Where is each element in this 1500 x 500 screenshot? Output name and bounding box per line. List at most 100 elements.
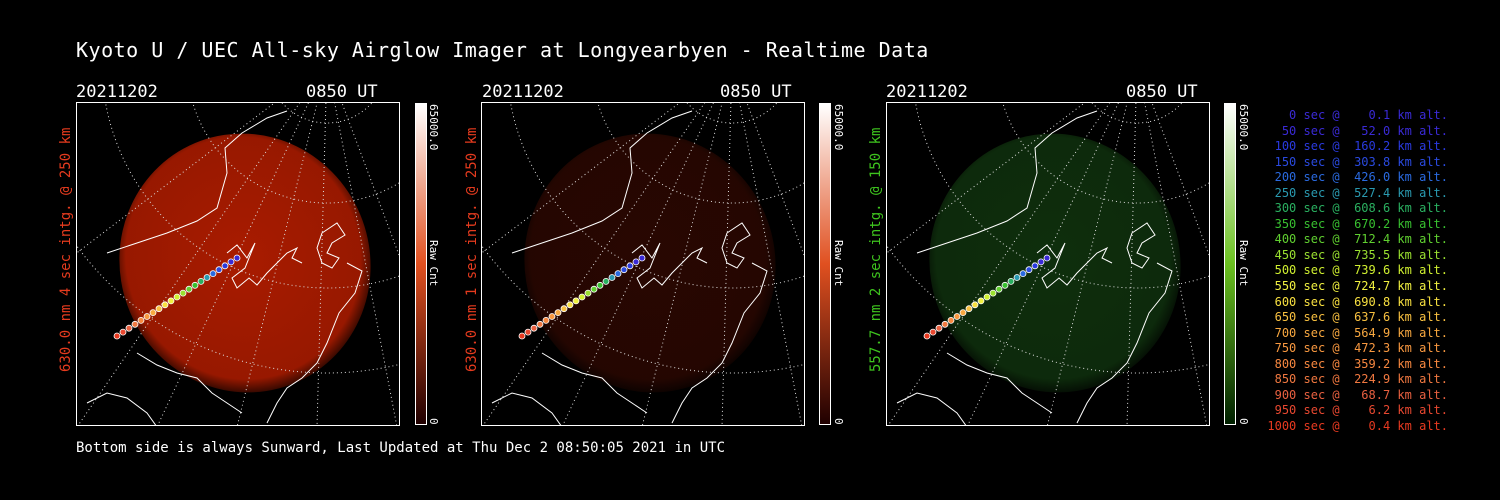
trajectory-point	[191, 281, 199, 289]
trajectory-point	[203, 274, 211, 281]
trajectory-point	[155, 305, 163, 313]
legend-row: 250 sec @ 527.4 km alt.	[1267, 185, 1448, 200]
legend-row: 200 sec @ 426.0 km alt.	[1267, 170, 1448, 185]
legend-row: 700 sec @ 564.9 km alt.	[1267, 325, 1448, 340]
trajectory-point	[197, 277, 205, 285]
trajectory-dots	[113, 254, 241, 340]
panel-time: 0850 UT	[1126, 82, 1198, 102]
panel-date: 20211202	[886, 82, 968, 102]
legend-row: 650 sec @ 637.6 km alt.	[1267, 310, 1448, 325]
trajectory-point	[167, 297, 175, 305]
trajectory-point	[233, 254, 241, 262]
sky-glow	[524, 133, 776, 393]
colorbar	[1224, 103, 1236, 425]
trajectory-point	[989, 289, 997, 297]
trajectory-point	[149, 309, 157, 317]
legend-row: 750 sec @ 472.3 km alt.	[1267, 341, 1448, 356]
trajectory-point	[131, 320, 139, 328]
trajectory-point	[143, 313, 151, 320]
trajectory-point	[608, 274, 616, 281]
trajectory-point	[560, 305, 568, 313]
trajectory-point	[161, 301, 169, 309]
legend-row: 950 sec @ 6.2 km alt.	[1267, 403, 1448, 418]
coastline	[86, 110, 363, 425]
trajectory-point	[179, 289, 187, 297]
trajectory-point	[173, 293, 181, 301]
panel-date: 20211202	[482, 82, 564, 102]
trajectory-point	[959, 309, 967, 317]
trajectory-point	[572, 297, 580, 305]
trajectory-point	[125, 324, 133, 332]
legend-row: 150 sec @ 303.8 km alt.	[1267, 154, 1448, 169]
legend-row: 850 sec @ 224.9 km alt.	[1267, 372, 1448, 387]
colorbar-max: 65000.0	[832, 104, 845, 151]
colorbar-unit: Raw Cnt	[1237, 240, 1250, 287]
trajectory-point	[1001, 281, 1009, 289]
colorbar-min: 0	[832, 418, 845, 425]
legend-row: 50 sec @ 52.0 km alt.	[1267, 123, 1448, 138]
trajectory-point	[632, 258, 640, 266]
trajectory-point	[554, 309, 562, 317]
colorbar-unit: Raw Cnt	[427, 240, 440, 287]
legend-row: 400 sec @ 712.4 km alt.	[1267, 232, 1448, 247]
trajectory-point	[935, 324, 943, 332]
trajectory-point	[113, 332, 121, 340]
trajectory-point	[566, 301, 574, 309]
trajectory-point	[1043, 254, 1051, 262]
colorbar-max: 65000.0	[427, 104, 440, 151]
trajectory-point	[119, 328, 127, 336]
legend-row: 450 sec @ 735.5 km alt.	[1267, 247, 1448, 262]
trajectory-point	[215, 266, 223, 274]
allsky-image	[886, 102, 1210, 426]
trajectory-point	[971, 301, 979, 309]
trajectory-dots	[518, 254, 646, 340]
legend-row: 500 sec @ 739.6 km alt.	[1267, 263, 1448, 278]
trajectory-point	[602, 277, 610, 285]
trajectory-point	[977, 297, 985, 305]
panel-wavelength-label: 630.0 nm 4 sec intg. @ 250 km	[58, 127, 74, 372]
trajectory-point	[221, 262, 229, 270]
trajectory-point	[626, 262, 634, 270]
trajectory-point	[923, 332, 931, 340]
trajectory-point	[137, 316, 145, 324]
trajectory-point	[185, 285, 193, 293]
colorbar	[415, 103, 427, 425]
trajectory-point	[530, 324, 538, 332]
grid-lines	[887, 103, 1209, 425]
grid-lines	[482, 103, 804, 425]
trajectory-point	[536, 320, 544, 328]
legend-row: 1000 sec @ 0.4 km alt.	[1267, 418, 1448, 433]
trajectory-point	[1037, 258, 1045, 266]
trajectory-point	[947, 316, 955, 324]
grid-lines	[77, 103, 399, 425]
legend-row: 300 sec @ 608.6 km alt.	[1267, 201, 1448, 216]
trajectory-point	[548, 313, 556, 320]
trajectory-point	[518, 332, 526, 340]
trajectory-point	[620, 266, 628, 274]
colorbar-max: 65000.0	[1237, 104, 1250, 151]
trajectory-point	[1007, 277, 1015, 285]
colorbar-unit: Raw Cnt	[832, 240, 845, 287]
colorbar	[819, 103, 831, 425]
trajectory-point	[590, 285, 598, 293]
panel-time: 0850 UT	[306, 82, 378, 102]
trajectory-point	[596, 281, 604, 289]
coastline	[491, 110, 768, 425]
panel-wavelength-label: 557.7 nm 2 sec intg. @ 150 km	[868, 127, 884, 372]
panel-time: 0850 UT	[720, 82, 792, 102]
footer-status: Bottom side is always Sunward, Last Upda…	[76, 440, 726, 456]
panel-date: 20211202	[76, 82, 158, 102]
sky-glow	[929, 133, 1181, 393]
allsky-image	[481, 102, 805, 426]
trajectory-point	[983, 293, 991, 301]
trajectory-point	[638, 254, 646, 262]
legend-row: 600 sec @ 690.8 km alt.	[1267, 294, 1448, 309]
trajectory-point	[1019, 270, 1027, 278]
trajectory-point	[1031, 262, 1039, 270]
legend-row: 0 sec @ 0.1 km alt.	[1267, 108, 1448, 122]
legend-row: 350 sec @ 670.2 km alt.	[1267, 216, 1448, 231]
legend-row: 800 sec @ 359.2 km alt.	[1267, 356, 1448, 371]
allsky-image	[76, 102, 400, 426]
legend-row: 550 sec @ 724.7 km alt.	[1267, 279, 1448, 294]
trajectory-point	[614, 270, 622, 278]
